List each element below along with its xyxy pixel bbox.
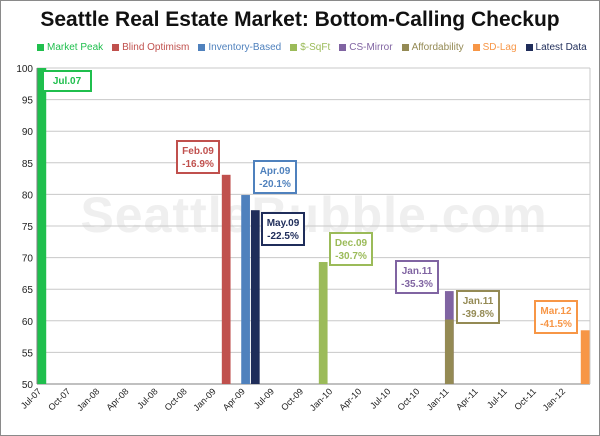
- watermark: SeattleBubble.com: [80, 187, 548, 243]
- x-tick-label: Jan-09: [191, 386, 218, 413]
- legend-item: Affordability: [401, 42, 464, 53]
- bar--sqft: [318, 262, 328, 384]
- bar-affordability: [444, 319, 454, 384]
- x-tick-label: Jan-12: [541, 386, 568, 413]
- callout-box: [253, 160, 297, 194]
- legend-swatch: [401, 44, 409, 51]
- chart-legend: Market Peak Blind Optimism Inventory-Based…: [37, 42, 587, 53]
- legend-label: $-SqFt: [300, 42, 331, 53]
- legend-label: Inventory-Based: [208, 42, 282, 53]
- x-tick-label: Apr-09: [221, 386, 247, 412]
- legend-item: Market Peak: [37, 42, 103, 53]
- legend-item: Blind Optimism: [112, 42, 189, 53]
- legend-swatch: [112, 44, 120, 51]
- legend-label: CS-Mirror: [349, 42, 393, 53]
- callout-date-label: Jan.11: [402, 266, 433, 277]
- callout-date-label: Jul.07: [53, 76, 82, 87]
- bar-latest-data: [250, 210, 260, 384]
- legend-item: Inventory-Based: [198, 42, 281, 53]
- callout-change-label: -35.3%: [401, 279, 433, 290]
- bar-inventory-based: [241, 195, 250, 384]
- x-tick-label: Oct-10: [395, 386, 421, 412]
- legend-swatch: [339, 44, 347, 51]
- callout-box: [261, 212, 305, 246]
- legend-swatch: [198, 44, 206, 51]
- legend-item: $-SqFt: [290, 42, 330, 53]
- legend-item: Latest Data: [525, 42, 587, 53]
- callout-box: [395, 260, 439, 294]
- x-tick-label: Jan-10: [308, 386, 335, 413]
- y-tick-label: 75: [22, 222, 34, 233]
- legend-label: Affordability: [411, 42, 464, 53]
- x-tick-label: Oct-07: [46, 386, 72, 412]
- legend-label: Blind Optimism: [122, 42, 190, 53]
- callout-box: [329, 232, 373, 266]
- callout-date-label: Jan.11: [463, 296, 494, 307]
- legend-swatch: [525, 44, 533, 51]
- x-tick-label: Jan-11: [425, 386, 451, 412]
- y-tick-label: 95: [22, 96, 34, 107]
- callout-change-label: -16.9%: [182, 159, 214, 170]
- chart-title: Seattle Real Estate Market: Bottom-Calli…: [40, 8, 560, 31]
- legend-label: SD-Lag: [482, 42, 517, 53]
- x-tick-label: Jul-11: [485, 386, 509, 410]
- callout-change-label: -30.7%: [335, 251, 367, 262]
- bar-market-peak: [37, 68, 47, 384]
- legend-item: SD-Lag: [472, 42, 517, 53]
- callout-change-label: -22.5%: [267, 231, 299, 242]
- callout-box: [176, 140, 220, 174]
- callout-date-label: Feb.09: [182, 146, 214, 157]
- y-tick-label: 90: [22, 127, 34, 138]
- y-tick-label: 80: [22, 190, 34, 201]
- y-tick-label: 70: [22, 254, 34, 265]
- callout-date-label: May.09: [267, 218, 300, 229]
- callout-box: [534, 300, 578, 334]
- x-tick-label: Apr-11: [454, 386, 480, 412]
- legend-swatch: [472, 44, 480, 51]
- x-tick-label: Apr-08: [104, 386, 130, 412]
- x-tick-label: Oct-09: [279, 386, 305, 412]
- y-tick-label: 65: [22, 285, 34, 296]
- callout-date-label: Mar.12: [540, 306, 572, 317]
- legend-swatch: [37, 44, 44, 51]
- x-tick-label: Oct-11: [512, 386, 538, 412]
- callout-box: [456, 290, 500, 324]
- x-tick-label: Jul-09: [252, 386, 276, 410]
- legend-label: Market Peak: [47, 42, 104, 53]
- y-tick-label: 60: [22, 317, 34, 328]
- legend-label: Latest Data: [535, 42, 587, 53]
- callout-date-label: Dec.09: [335, 238, 368, 249]
- bar-sd-lag: [580, 330, 590, 384]
- y-tick-label: 50: [22, 380, 34, 391]
- callout-box: [42, 70, 92, 92]
- bar-blind-optimism: [221, 174, 231, 384]
- y-tick-label: 55: [22, 348, 34, 359]
- x-tick-label: Jul-10: [368, 386, 392, 410]
- y-tick-label: 100: [16, 64, 33, 75]
- x-tick-label: Jan-08: [75, 386, 102, 413]
- callout-change-label: -39.8%: [462, 309, 494, 320]
- legend-swatch: [290, 44, 298, 51]
- x-tick-label: Apr-10: [337, 386, 363, 412]
- legend-item: CS-Mirror: [339, 42, 393, 53]
- callout-change-label: -41.5%: [540, 319, 572, 330]
- y-tick-label: 85: [22, 159, 34, 170]
- x-tick-label: Oct-08: [163, 386, 189, 412]
- callout-change-label: -20.1%: [259, 179, 291, 190]
- callout-date-label: Apr.09: [260, 166, 291, 177]
- x-tick-label: Jul-08: [135, 386, 159, 410]
